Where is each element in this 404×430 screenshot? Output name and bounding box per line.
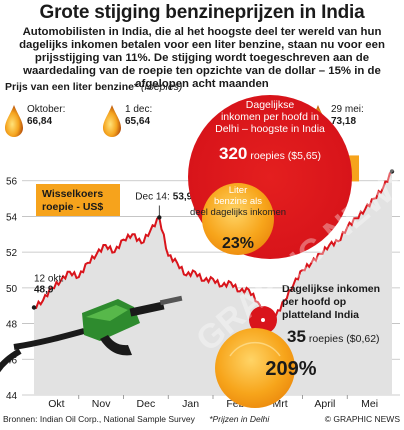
x-axis-ticks: Okt Nov Dec Jan Feb Mrt April Mei: [48, 395, 378, 410]
fuel-drop-icon: [5, 105, 23, 137]
share-line2: benzine als: [214, 196, 262, 207]
intro-text: Automobilisten in India, die al het hoog…: [19, 26, 385, 90]
rural-line2: per hoofd op: [282, 296, 346, 308]
rural-share-bubble: 209%: [215, 328, 317, 408]
rural-share-value: 209%: [265, 358, 316, 380]
y-tick-label: 44: [6, 391, 18, 402]
page-title: Grote stijging benzineprijzen in India: [39, 2, 365, 23]
y-axis-ticks: 44 46 48 50 52 54 56: [6, 177, 18, 402]
price-footnote: *Prijzen in Delhi: [209, 414, 270, 424]
rural-income-box: Dagelijkse inkomen per hoofd op plattela…: [249, 283, 380, 346]
fuel-nozzle-illustration: [0, 295, 183, 373]
delhi-income-unit: roepies ($5,65): [250, 150, 321, 162]
x-tick-label: Nov: [92, 398, 111, 410]
point-marker: [31, 305, 37, 310]
x-tick-label: Jan: [182, 398, 199, 410]
x-tick-label: April: [314, 398, 335, 410]
y-tick-label: 52: [6, 248, 18, 259]
y-axis-label: Prijs van een liter benzine* (roepies): [5, 81, 182, 93]
share-line3: deel dagelijks inkomen: [190, 207, 286, 218]
fuel-drops: Oktober:66,84 1 dec:65,64 29 mei:73,18: [5, 104, 364, 137]
exchange-rate-line2: roepie - US$: [42, 201, 103, 213]
credit: © GRAPHIC NEWS: [324, 414, 400, 424]
point-label: Dec 14: 53,94: [135, 192, 198, 203]
point-marker: [389, 169, 395, 174]
point-value: 53,94: [173, 192, 198, 203]
drop-value: 65,64: [125, 116, 150, 127]
rural-line3: platteland India: [282, 309, 359, 321]
source-note: Bronnen: Indian Oil Corp., National Samp…: [3, 414, 269, 424]
y-tick-label: 54: [6, 212, 18, 223]
drop-label: 29 mei:: [331, 104, 364, 115]
delhi-share-bubble: Liter benzine als deel dagelijks inkomen…: [190, 183, 286, 255]
point-label: 12 okt:: [34, 274, 64, 285]
x-tick-label: Dec: [137, 398, 156, 410]
rural-unit: roepies ($0,62): [309, 333, 380, 345]
y-tick-label: 56: [6, 177, 18, 188]
drop-value: 73,18: [331, 116, 356, 127]
rural-line1: Dagelijkse inkomen: [282, 283, 380, 295]
y-axis-label-text: Prijs van een liter benzine*: [5, 81, 139, 93]
drop-label: 1 dec:: [125, 104, 152, 115]
y-axis-label-note: (roepies): [140, 81, 183, 93]
drop-value: 66,84: [27, 116, 52, 127]
y-tick-label: 48: [6, 320, 18, 331]
delhi-income-line3: Delhi – hoogste in India: [215, 123, 325, 135]
exchange-rate-box: Wisselkoers roepie - US$: [36, 184, 120, 216]
point-marker: [157, 215, 162, 220]
point-date: 12 okt:: [34, 274, 64, 285]
source-text: Bronnen: Indian Oil Corp., National Samp…: [3, 414, 195, 424]
delhi-income-number: 320: [219, 144, 247, 163]
price-line: [33, 170, 393, 326]
x-tick-label: Mei: [361, 398, 378, 410]
price-area: [34, 171, 392, 395]
y-tick-label: 50: [6, 284, 18, 295]
x-tick-label: Okt: [48, 398, 64, 410]
point-value: 48,9: [34, 285, 54, 296]
delhi-income-line1: Dagelijkse: [246, 99, 295, 111]
rural-value: 35 roepies ($0,62): [287, 327, 380, 346]
fuel-drop-icon: [103, 105, 121, 137]
delhi-income-value: 320 roepies ($5,65): [219, 144, 321, 163]
point-date: Dec 14:: [135, 192, 169, 203]
y-tick-label: 46: [6, 355, 18, 366]
delhi-income-line2: inkomen per hoofd in: [221, 111, 319, 123]
rural-number: 35: [287, 327, 306, 346]
share-line1: Liter: [229, 185, 247, 196]
exchange-rate-line1: Wisselkoers: [42, 188, 103, 200]
share-value: 23%: [222, 235, 254, 252]
drop-label: Oktober:: [27, 104, 65, 115]
